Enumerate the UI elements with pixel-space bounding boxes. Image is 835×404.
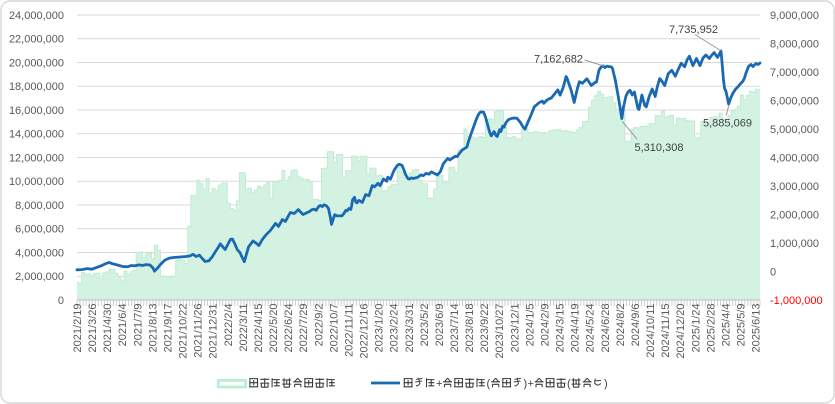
svg-text:7,000,000: 7,000,000 <box>770 67 819 79</box>
svg-text:2023/3/31: 2023/3/31 <box>404 304 416 353</box>
svg-text:2022/11/11: 2022/11/11 <box>343 304 355 357</box>
svg-text:6,000,000: 6,000,000 <box>770 95 819 107</box>
svg-text:8,000,000: 8,000,000 <box>15 200 64 212</box>
svg-text:2024/2/9: 2024/2/9 <box>540 304 552 347</box>
svg-text:2022/10/7: 2022/10/7 <box>328 304 340 353</box>
svg-text:2024/3/15: 2024/3/15 <box>555 304 567 353</box>
svg-text:16,000,000: 16,000,000 <box>9 105 64 117</box>
svg-text:7,735,952: 7,735,952 <box>669 24 718 36</box>
svg-text:5,885,069: 5,885,069 <box>703 118 752 130</box>
svg-text:2022/3/11: 2022/3/11 <box>238 304 250 352</box>
svg-text:8,000,000: 8,000,000 <box>770 38 819 50</box>
svg-text:2024/9/6: 2024/9/6 <box>630 304 642 347</box>
svg-text:2021/11/26: 2021/11/26 <box>193 304 205 358</box>
svg-text:2021/2/19: 2021/2/19 <box>72 304 84 353</box>
svg-text:2023/12/1: 2023/12/1 <box>509 304 521 353</box>
svg-text:12,000,000: 12,000,000 <box>9 152 64 164</box>
svg-text:6,000,000: 6,000,000 <box>15 224 64 236</box>
svg-text:4,000,000: 4,000,000 <box>770 152 819 164</box>
svg-text:2023/9/22: 2023/9/22 <box>479 304 491 353</box>
svg-text:+: + <box>528 378 534 390</box>
svg-text:2021/3/26: 2021/3/26 <box>87 304 99 353</box>
svg-text:20,000,000: 20,000,000 <box>9 57 64 69</box>
svg-text:2022/9/2: 2022/9/2 <box>313 304 325 347</box>
svg-text:2024/1/5: 2024/1/5 <box>524 304 536 347</box>
svg-text:2023/8/18: 2023/8/18 <box>464 304 476 353</box>
svg-text:2022/6/24: 2022/6/24 <box>283 304 295 353</box>
svg-text:2025/2/28: 2025/2/28 <box>705 304 717 353</box>
svg-text:2022/5/20: 2022/5/20 <box>268 304 280 353</box>
svg-text:22,000,000: 22,000,000 <box>9 34 64 46</box>
svg-text:2023/1/20: 2023/1/20 <box>374 304 386 353</box>
svg-text:2025/4/4: 2025/4/4 <box>720 304 732 347</box>
svg-text:2023/6/9: 2023/6/9 <box>434 304 446 347</box>
svg-text:2023/5/2: 2023/5/2 <box>419 304 431 347</box>
svg-text:2021/7/9: 2021/7/9 <box>132 304 144 347</box>
svg-text:0: 0 <box>58 295 64 307</box>
svg-text:2022/4/15: 2022/4/15 <box>253 304 265 353</box>
svg-text:2021/10/22: 2021/10/22 <box>178 304 190 359</box>
svg-text:2024/8/2: 2024/8/2 <box>615 304 627 347</box>
svg-text:0: 0 <box>770 266 776 278</box>
svg-text:2023/2/24: 2023/2/24 <box>389 304 401 353</box>
svg-text:-1,000,000: -1,000,000 <box>770 295 823 307</box>
svg-text:2023/10/27: 2023/10/27 <box>494 304 506 359</box>
svg-text:2024/5/24: 2024/5/24 <box>585 304 597 353</box>
svg-text:): ) <box>604 378 608 390</box>
svg-text:2022/2/4: 2022/2/4 <box>223 304 235 347</box>
svg-text:10,000,000: 10,000,000 <box>9 176 64 188</box>
svg-text:(: ( <box>487 378 491 390</box>
svg-text:2021/8/13: 2021/8/13 <box>147 304 159 353</box>
svg-text:3,000,000: 3,000,000 <box>770 181 819 193</box>
svg-text:18,000,000: 18,000,000 <box>9 81 64 93</box>
svg-text:1,000,000: 1,000,000 <box>770 238 819 250</box>
svg-text:5,310,308: 5,310,308 <box>635 142 684 154</box>
svg-text:14,000,000: 14,000,000 <box>9 129 64 141</box>
svg-text:24,000,000: 24,000,000 <box>9 10 64 22</box>
svg-text:2023/7/14: 2023/7/14 <box>449 304 461 353</box>
svg-text:2025/5/9: 2025/5/9 <box>736 304 748 347</box>
svg-text:2021/12/31: 2021/12/31 <box>208 304 220 359</box>
svg-text:4,000,000: 4,000,000 <box>15 247 64 259</box>
svg-text:2,000,000: 2,000,000 <box>15 271 64 283</box>
svg-text:5,000,000: 5,000,000 <box>770 124 819 136</box>
svg-text:2021/4/30: 2021/4/30 <box>102 304 114 353</box>
svg-text:7,162,682: 7,162,682 <box>534 54 583 66</box>
svg-text:2025/1/24: 2025/1/24 <box>690 304 702 353</box>
svg-text:2,000,000: 2,000,000 <box>770 209 819 221</box>
svg-text:+: + <box>436 378 442 390</box>
svg-text:2021/6/4: 2021/6/4 <box>117 304 129 347</box>
svg-text:2024/4/19: 2024/4/19 <box>570 304 582 353</box>
svg-text:2024/6/28: 2024/6/28 <box>600 304 612 353</box>
svg-text:(: ( <box>567 378 571 390</box>
svg-text:2024/11/15: 2024/11/15 <box>660 304 672 358</box>
svg-text:2021/9/17: 2021/9/17 <box>163 304 175 353</box>
svg-text:2024/10/11: 2024/10/11 <box>645 304 657 358</box>
svg-text:2022/7/29: 2022/7/29 <box>298 304 310 353</box>
svg-text:2022/12/16: 2022/12/16 <box>359 304 371 359</box>
svg-text:): ) <box>524 378 528 390</box>
svg-text:9,000,000: 9,000,000 <box>770 10 819 22</box>
svg-text:2024/12/20: 2024/12/20 <box>675 304 687 359</box>
svg-text:2025/6/13: 2025/6/13 <box>751 304 763 353</box>
